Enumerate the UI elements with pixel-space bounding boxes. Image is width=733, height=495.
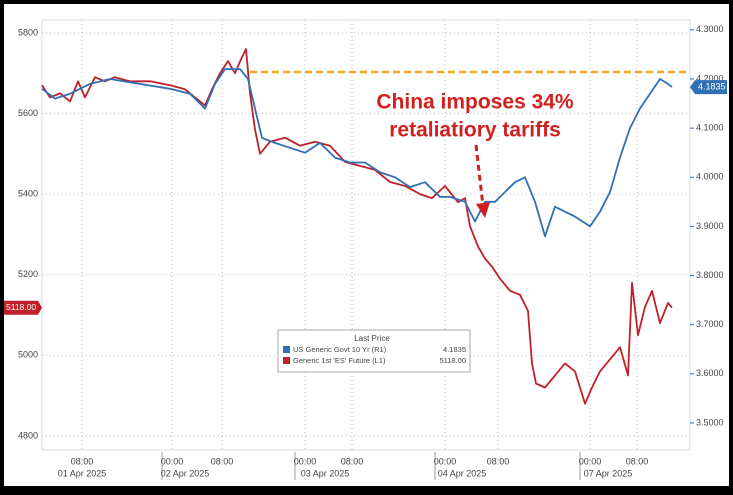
plot-frame xyxy=(41,19,691,451)
y2-tick-label: 4.1000 xyxy=(696,122,724,132)
chart-background xyxy=(4,4,729,486)
y2-tick-label: 3.7000 xyxy=(696,319,724,329)
x-tick-label: 08:00 xyxy=(211,456,234,466)
x-tick-label: 08:00 xyxy=(626,456,649,466)
y2-tick-label: 4.0000 xyxy=(696,172,724,182)
x-date-label: 01 Apr 2025 xyxy=(58,468,107,478)
annotation-text: retaliatiory tariffs xyxy=(389,119,561,142)
legend-value: 4.1835 xyxy=(443,345,466,354)
legend-swatch xyxy=(283,346,290,353)
y2-tick-label: 4.3000 xyxy=(696,24,724,34)
x-date-label: 02 Apr 2025 xyxy=(161,468,210,478)
x-date-label: 04 Apr 2025 xyxy=(438,468,487,478)
legend-value: 5118.00 xyxy=(439,356,466,365)
y-tick-label: 5400 xyxy=(18,188,38,198)
annotation-text: China imposes 34% xyxy=(376,91,574,114)
legend-label: Generic 1st 'ES' Future (L1) xyxy=(293,356,386,365)
y-tick-label: 4800 xyxy=(18,430,38,440)
y-tick-label: 5600 xyxy=(18,108,38,118)
legend-label: US Generic Govt 10 Yr (R1) xyxy=(293,345,387,354)
last-value-label: 4.1835 xyxy=(698,81,726,91)
y2-tick-label: 4.2000 xyxy=(696,73,724,83)
y-tick-label: 5200 xyxy=(18,269,38,279)
y2-tick-label: 3.8000 xyxy=(696,270,724,280)
x-tick-label: 08:00 xyxy=(487,456,510,466)
last-value-label: 5118.00 xyxy=(6,302,36,312)
x-tick-label: 00:00 xyxy=(579,456,602,466)
x-date-label: 07 Apr 2025 xyxy=(584,468,633,478)
x-tick-label: 00:00 xyxy=(294,456,317,466)
last-value-box xyxy=(690,80,727,95)
legend-box xyxy=(277,329,471,373)
x-tick-label: 08:00 xyxy=(341,456,364,466)
annotation-arrowhead xyxy=(476,202,490,218)
y2-tick-label: 3.6000 xyxy=(696,368,724,378)
series-line xyxy=(41,48,673,405)
legend-swatch xyxy=(283,357,290,364)
annotation-arrow xyxy=(474,144,485,207)
grid xyxy=(42,20,694,480)
series-line xyxy=(41,68,673,238)
x-date-label: 03 Apr 2025 xyxy=(301,468,350,478)
lines xyxy=(41,48,690,405)
y-tick-label: 5000 xyxy=(18,350,38,360)
labels: 4800 5000 5200 5400 5600 5800 3.5000 3.6000 3.70… xyxy=(4,24,727,478)
legend-title: Last Price xyxy=(354,334,390,343)
y2-tick-label: 3.5000 xyxy=(696,417,724,427)
y-tick-label: 5800 xyxy=(18,27,38,37)
x-tick-label: 00:00 xyxy=(161,456,184,466)
last-value-box xyxy=(4,300,42,315)
x-tick-label: 00:00 xyxy=(434,456,457,466)
x-tick-label: 08:00 xyxy=(71,456,94,466)
y2-tick-label: 3.9000 xyxy=(696,221,724,231)
